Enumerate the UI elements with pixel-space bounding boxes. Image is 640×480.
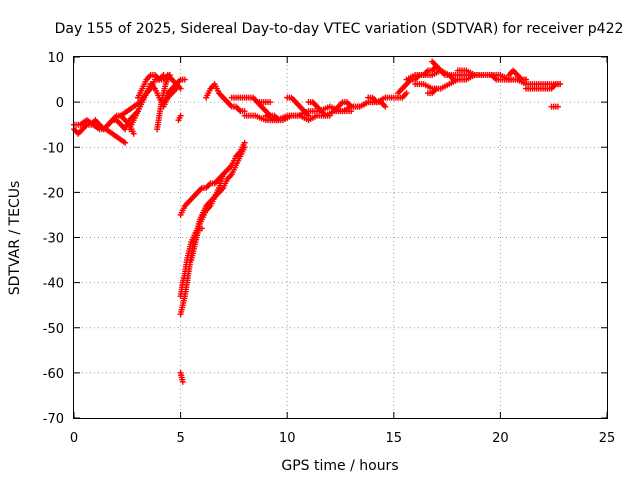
data-point xyxy=(181,76,188,83)
y-tick-label: -70 xyxy=(43,412,64,427)
y-tick-label: -60 xyxy=(43,367,64,382)
x-tick-label: 15 xyxy=(386,431,403,446)
data-point xyxy=(198,225,205,232)
data-points xyxy=(71,58,564,385)
data-point xyxy=(454,76,461,83)
data-point xyxy=(403,90,410,97)
data-point xyxy=(305,112,312,119)
series-arc-35 xyxy=(548,103,561,110)
data-point xyxy=(382,103,389,110)
series-arc-2 xyxy=(71,117,129,146)
x-axis-label: GPS time / hours xyxy=(281,458,398,474)
plot-frame xyxy=(73,56,608,419)
data-point xyxy=(557,81,564,88)
y-tick-label: -50 xyxy=(43,322,64,337)
x-tick-labels: 0 5 10 15 20 25 xyxy=(70,431,615,446)
x-tick-label: 5 xyxy=(176,431,184,446)
y-axis-label: SDTVAR / TECUs xyxy=(7,181,23,296)
series-arc-28 xyxy=(429,58,461,83)
y-tick-label: 10 xyxy=(47,51,64,66)
x-tick-label: 20 xyxy=(492,431,509,446)
chart-title: Day 155 of 2025, Sidereal Day-to-day VTE… xyxy=(55,21,624,37)
y-tick-label: -20 xyxy=(43,186,64,201)
x-tick-label: 10 xyxy=(279,431,296,446)
x-tick-label: 25 xyxy=(599,431,616,446)
y-tick-label: -30 xyxy=(43,232,64,247)
series-arc-24 xyxy=(365,94,389,110)
series-arc-14 xyxy=(188,225,205,264)
data-point xyxy=(179,378,186,385)
y-tick-label: -40 xyxy=(43,277,64,292)
data-point xyxy=(220,171,227,178)
series-arc-12 xyxy=(177,144,248,318)
axis-ticks xyxy=(73,56,608,419)
data-point xyxy=(177,112,184,119)
data-point xyxy=(122,139,129,146)
series-arc-16 xyxy=(203,81,248,115)
data-point xyxy=(326,112,333,119)
y-tick-label: -10 xyxy=(43,141,64,156)
data-point xyxy=(241,144,248,151)
y-tick-labels: 10 0 -10 -20 -30 -40 -50 -60 -70 xyxy=(43,51,64,427)
series-arc-17 xyxy=(228,94,274,106)
data-point xyxy=(166,72,173,79)
y-tick-label: 0 xyxy=(56,96,64,111)
series-arc-9 xyxy=(160,76,188,106)
data-point xyxy=(130,130,137,137)
data-point xyxy=(433,85,440,92)
series-arc-29 xyxy=(424,85,440,97)
series-arc-31 xyxy=(484,72,517,83)
data-point xyxy=(554,103,561,110)
data-point xyxy=(267,99,274,106)
series-arc-22 xyxy=(305,99,333,119)
series-arc-10 xyxy=(175,112,184,124)
series-arc-34 xyxy=(522,81,564,92)
x-tick-label: 0 xyxy=(70,431,78,446)
series-arc-15 xyxy=(177,369,186,385)
series-arc-21 xyxy=(284,94,312,119)
